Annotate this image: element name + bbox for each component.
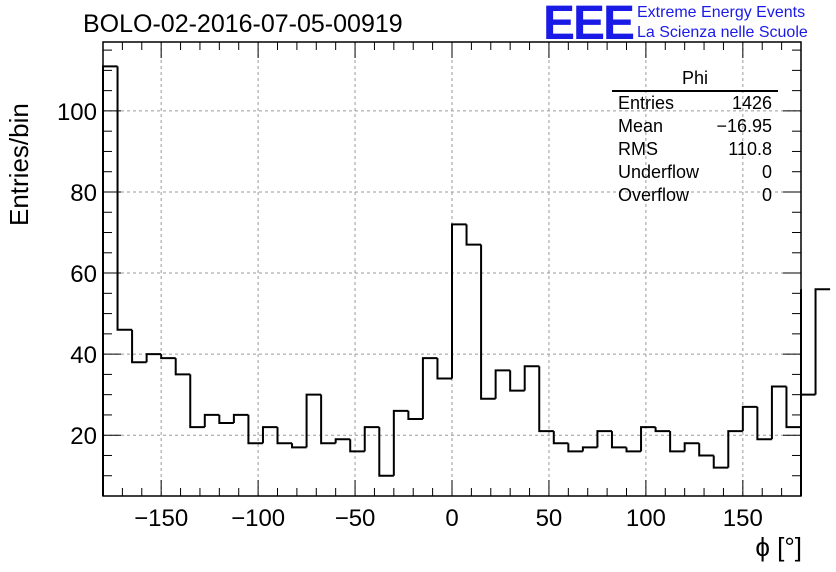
histogram-bin xyxy=(334,438,351,444)
histogram-bin xyxy=(654,427,671,433)
histogram-bin xyxy=(770,385,787,440)
histogram-bin xyxy=(261,426,278,444)
y-tick-label: 20 xyxy=(70,423,97,450)
x-tick-label: 100 xyxy=(626,505,666,532)
histogram-bin xyxy=(160,354,176,360)
histogram-bin xyxy=(669,431,685,453)
histogram-bin xyxy=(174,358,191,376)
stats-entries-value: 1426 xyxy=(731,93,772,113)
histogram-bin xyxy=(610,431,627,449)
y-tick-label: 40 xyxy=(70,342,97,369)
stats-box: Phi Entries 1426 Mean −16.95 RMS 110.8 U… xyxy=(610,68,778,207)
histogram-bin xyxy=(727,430,743,468)
histogram-bin xyxy=(523,365,540,391)
x-axis-label: ϕ [°] xyxy=(755,532,802,562)
stats-underflow-label: Underflow xyxy=(618,162,700,182)
histogram-bin xyxy=(800,393,816,428)
histogram-bin xyxy=(131,329,147,364)
histogram-bin xyxy=(625,447,642,453)
histogram-bin xyxy=(436,358,452,380)
x-tick-label: 0 xyxy=(445,505,458,532)
plot-frame xyxy=(102,41,802,497)
histogram-bin xyxy=(480,244,496,400)
histogram-bin xyxy=(320,394,336,445)
x-tick-label: −100 xyxy=(231,505,285,532)
histogram-bin xyxy=(494,369,511,399)
histogram-bin xyxy=(640,426,656,452)
histogram-bin xyxy=(305,393,322,448)
y-tick-label: 60 xyxy=(70,261,97,288)
stats-entries-label: Entries xyxy=(618,93,675,113)
x-tick-label: −50 xyxy=(335,505,376,532)
histogram-bin xyxy=(421,357,438,419)
histogram-bin xyxy=(203,413,220,428)
histogram-bin xyxy=(741,405,758,432)
stats-mean-label: Mean xyxy=(618,116,664,136)
histogram-bin xyxy=(465,224,482,246)
logo-line-2: La Scienza nelle Scuole xyxy=(637,24,808,41)
histogram-bin xyxy=(232,413,249,424)
stats-mean-value: −16.95 xyxy=(716,116,772,136)
logo-line-1: Extreme Energy Events xyxy=(637,4,806,21)
stats-overflow-label: Overflow xyxy=(618,185,690,205)
histogram-bin xyxy=(378,427,394,477)
histogram-bin xyxy=(218,414,234,425)
histogram-bin xyxy=(698,443,714,457)
stats-row-mean: Mean −16.95 xyxy=(610,115,778,138)
histogram-bin xyxy=(451,223,467,379)
histogram-bin xyxy=(116,66,133,331)
histogram-bin xyxy=(756,406,772,441)
x-tick-label: 50 xyxy=(536,505,563,532)
x-tick-label: −150 xyxy=(134,505,188,532)
histogram-bin xyxy=(363,426,380,452)
histogram-bin xyxy=(189,374,205,429)
histogram-bin xyxy=(712,455,729,469)
histogram-bin xyxy=(596,430,612,448)
histogram-bin xyxy=(785,386,801,429)
histogram-bin xyxy=(276,427,293,445)
histogram-bin xyxy=(567,443,583,453)
x-tick-label: 150 xyxy=(723,505,763,532)
histogram-bin xyxy=(509,370,525,392)
histogram-bin xyxy=(247,414,263,445)
eee-logo: EEE xyxy=(543,0,635,50)
histogram-bin xyxy=(291,443,307,449)
stats-row-entries: Entries 1426 xyxy=(610,92,778,115)
y-axis-label: Entries/bin xyxy=(4,103,34,226)
stats-row-underflow: Underflow 0 xyxy=(610,161,778,184)
histogram-bin xyxy=(814,288,831,395)
histogram-bin xyxy=(581,446,598,452)
y-tick-label: 100 xyxy=(57,99,97,126)
chart-title: BOLO-02-2016-07-05-00919 xyxy=(83,10,403,38)
stats-title: Phi xyxy=(612,68,778,92)
stats-overflow-value: 0 xyxy=(761,185,772,205)
histogram-bin xyxy=(392,409,409,476)
histogram-bin xyxy=(407,410,423,420)
stats-rms-label: RMS xyxy=(618,139,658,159)
histogram-bin xyxy=(552,431,569,445)
histogram-bin xyxy=(538,366,554,433)
histogram-bin xyxy=(683,442,700,452)
histogram-bin xyxy=(349,439,365,453)
y-tick-label: 80 xyxy=(70,180,97,207)
stats-underflow-value: 0 xyxy=(761,162,772,182)
stats-rms-value: 110.8 xyxy=(728,139,772,159)
stats-row-overflow: Overflow 0 xyxy=(610,184,778,207)
stats-row-rms: RMS 110.8 xyxy=(610,138,778,161)
histogram-bin xyxy=(145,353,162,363)
